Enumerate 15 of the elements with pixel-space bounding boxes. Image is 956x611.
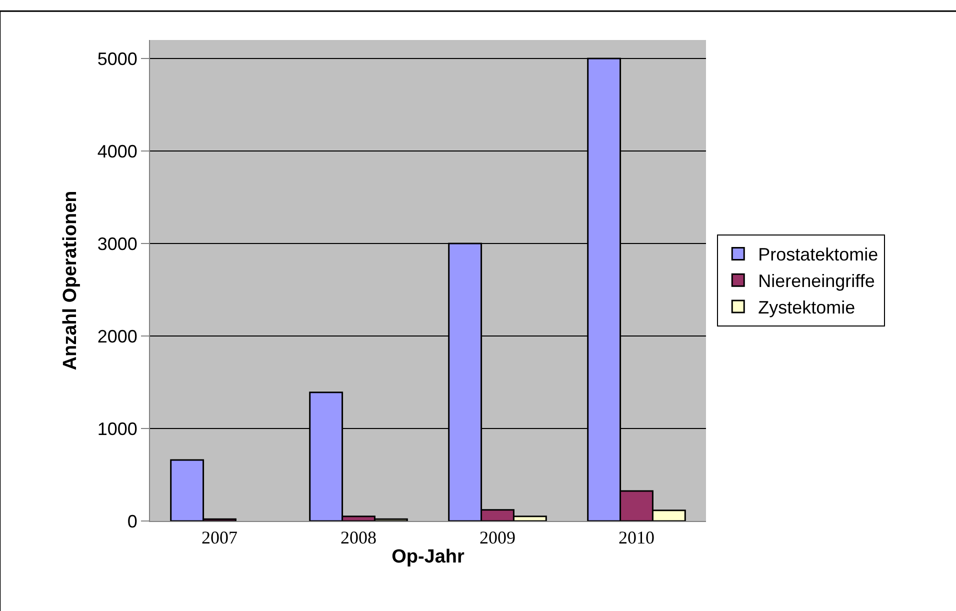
x-tick-label: 2010 — [618, 528, 654, 548]
y-axis-title: Anzahl Operationen — [60, 190, 82, 370]
y-tick-label: 5000 — [97, 48, 138, 69]
y-tick-label: 1000 — [97, 418, 138, 439]
legend-label: Zystektomie — [758, 298, 856, 318]
legend-label: Niereneingriffe — [758, 271, 875, 292]
y-tick-label: 4000 — [97, 141, 138, 162]
y-tick-label: 0 — [127, 511, 138, 532]
x-tick-label: 2007 — [202, 528, 238, 548]
legend-label: Prostatektomie — [758, 244, 878, 265]
x-tick-label: 2009 — [480, 528, 516, 548]
x-tick-label: 2008 — [340, 528, 376, 548]
x-axis-title: Op-Jahr — [392, 546, 466, 568]
y-tick-label: 2000 — [97, 326, 138, 346]
y-tick-label: 3000 — [97, 234, 138, 254]
